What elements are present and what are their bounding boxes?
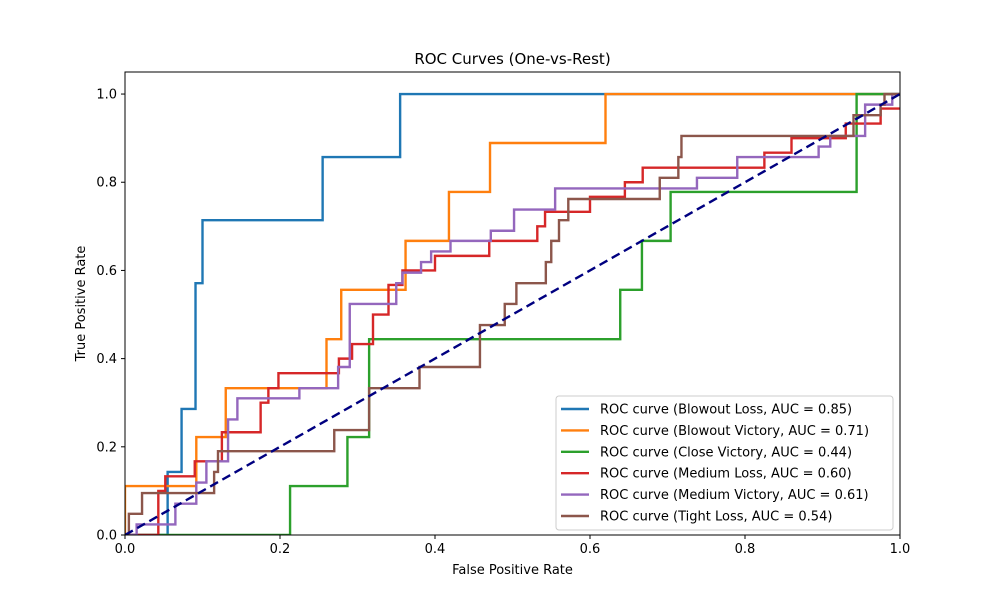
legend: ROC curve (Blowout Loss, AUC = 0.85) ROC … (555, 395, 894, 531)
x-tick-label: 0.6 (580, 542, 601, 557)
legend-label: ROC curve (Blowout Victory, AUC = 0.71) (600, 424, 869, 439)
x-tick-label: 0.2 (270, 542, 291, 557)
legend-label: ROC curve (Medium Victory, AUC = 0.61) (600, 488, 869, 503)
roc-series-line (125, 107, 900, 535)
chance-diagonal-line (125, 93, 900, 535)
plot-frame (124, 71, 901, 536)
y-tick-label: 0.8 (96, 176, 117, 191)
y-tick-label: 0.4 (96, 352, 117, 367)
y-axis-label: True Positive Rate (74, 246, 89, 363)
roc-series-line (125, 92, 900, 535)
legend-label: ROC curve (Tight Loss, AUC = 0.54) (600, 510, 832, 525)
y-tick-label: 1.0 (96, 88, 117, 103)
legend-label: ROC curve (Medium Loss, AUC = 0.60) (600, 467, 852, 482)
y-axis-ticks: 0.0 0.2 0.4 0.6 0.8 1.0 (96, 88, 125, 544)
roc-series-line (125, 92, 900, 535)
x-tick-label: 0.8 (735, 542, 756, 557)
chart-title: ROC Curves (One-vs-Rest) (414, 50, 610, 68)
x-axis-ticks: 0.0 0.2 0.4 0.6 0.8 1.0 (115, 535, 911, 557)
roc-series-line (125, 92, 900, 535)
y-tick-label: 0.2 (96, 440, 117, 455)
x-tick-label: 0.4 (425, 542, 446, 557)
legend-box (555, 395, 894, 531)
y-tick-label: 0.0 (96, 529, 117, 544)
legend-label: ROC curve (Close Victory, AUC = 0.44) (600, 445, 852, 460)
x-tick-label: 0.0 (115, 542, 136, 557)
roc-series-line (125, 92, 900, 535)
x-axis-label: False Positive Rate (452, 563, 573, 578)
plot-area (124, 71, 901, 536)
legend-label: ROC curve (Blowout Loss, AUC = 0.85) (600, 403, 852, 418)
roc-series-line (125, 92, 900, 535)
y-tick-label: 0.6 (96, 264, 117, 279)
x-tick-label: 1.0 (890, 542, 911, 557)
